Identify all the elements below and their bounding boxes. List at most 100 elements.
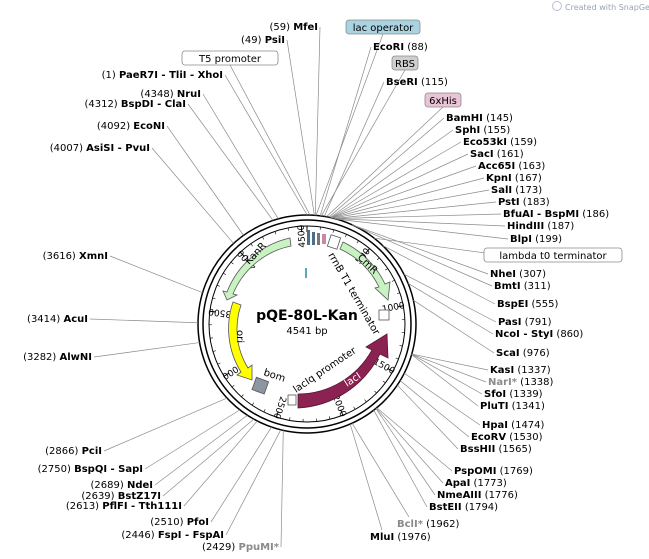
- ring-tick: [353, 406, 356, 410]
- leader-line: [330, 153, 469, 219]
- ring-tick: [231, 384, 235, 388]
- ring-tick: [356, 240, 359, 244]
- leader-line: [187, 103, 274, 221]
- leader-line: [351, 423, 410, 518]
- leader-line: [373, 409, 428, 508]
- t5-promoter-box: [181, 50, 279, 66]
- site-label-sali: SalI (173): [491, 185, 542, 196]
- ring-tick: [275, 411, 279, 418]
- site-label-bspei: BspEI (555): [497, 299, 558, 310]
- ring-tick: [241, 394, 244, 398]
- ring-tick: [364, 399, 367, 403]
- site-label-bseri: BseRI (115): [386, 77, 448, 88]
- leader-line: [314, 26, 321, 216]
- laci-arrow: [297, 333, 389, 409]
- leader-line: [336, 218, 509, 240]
- promoter-block-1: [307, 230, 310, 245]
- leader-line: [183, 420, 258, 507]
- lambda-t0-box: [483, 247, 623, 263]
- site-label-pasi: PasI (791): [498, 317, 552, 328]
- leader-line: [224, 74, 308, 216]
- leader-line: [210, 426, 272, 523]
- ring-tick: [391, 279, 395, 282]
- site-label-ppumi: (2429) PpuMI*: [202, 542, 280, 553]
- ring-tick: [365, 248, 370, 254]
- site-label-blpi: BlpI (199): [510, 234, 562, 245]
- ring-tick: [239, 251, 245, 257]
- ring-position-label: 4500: [297, 224, 308, 248]
- kanr-arrow: [222, 237, 292, 301]
- site-label-acui: (3414) AcuI: [27, 314, 88, 325]
- site-label-kpni: KpnI (167): [486, 173, 542, 184]
- site-label-psii: (49) PsiI: [241, 35, 285, 46]
- lambda-t0-label: lambda t0 terminator: [499, 251, 607, 262]
- leader-line: [334, 201, 497, 219]
- ring-tick: [399, 345, 403, 347]
- leader-line: [403, 273, 497, 323]
- site-label-asisi-pvui: (4007) AsiSI - PvuI: [50, 143, 150, 154]
- leader-line: [229, 64, 311, 216]
- site-label-xmni: (3616) XmnI: [43, 251, 108, 262]
- leader-line: [286, 39, 315, 216]
- site-label-pspomi: PspOMI (1769): [454, 466, 533, 477]
- lac-operator-bar: [305, 268, 307, 278]
- ring-tick: [397, 305, 404, 308]
- leader-line: [326, 106, 444, 218]
- cmr-arrow: [339, 241, 391, 301]
- site-label-kasi: KasI (1337): [490, 365, 551, 376]
- ring-tick: [274, 231, 277, 235]
- leader-line: [352, 224, 493, 287]
- site-label-ecorv: EcoRV (1530): [471, 432, 543, 443]
- leader-line: [328, 117, 445, 218]
- plasmid-size: 4541 bp: [286, 326, 327, 337]
- ring-tick: [332, 229, 335, 233]
- ring-tick: [395, 357, 399, 360]
- site-label-bmti: BmtI (311): [494, 281, 551, 292]
- site-label-hpai: HpaI (1474): [482, 420, 545, 431]
- ring-tick: [374, 390, 377, 394]
- site-label-hindiii: HindIII (187): [507, 221, 574, 232]
- ori-label: ori: [234, 330, 245, 343]
- leader-line: [399, 380, 470, 438]
- boxed-labels: lac operator T5 promoter RBS 6xHis lambda t0…: [181, 19, 623, 263]
- lac-operator-box: [345, 19, 421, 35]
- leader-line: [225, 429, 282, 536]
- site-label-ndei: (2689) NdeI: [91, 480, 153, 491]
- watermark-text: Created with SnapGene®: [565, 3, 649, 12]
- leader-line: [411, 353, 489, 371]
- leader-line: [319, 46, 372, 216]
- leader-line: [93, 342, 200, 358]
- ring-tick: [340, 409, 344, 416]
- ring-tick: [262, 236, 265, 240]
- site-label-econi: (4092) EcoNI: [97, 121, 165, 132]
- ring-tick: [217, 362, 221, 365]
- leader-line: [408, 283, 494, 335]
- site-label-pcii: (2866) PciI: [45, 446, 102, 457]
- t1-box: [326, 234, 342, 250]
- lac-operator-label: lac operator: [353, 23, 414, 34]
- site-label-bstz17i: (2639) BstZ17I: [81, 491, 161, 502]
- promoter-block-2: [312, 232, 315, 245]
- site-label-scai: ScaI (976): [496, 348, 550, 359]
- promoter-block-3: [317, 233, 320, 245]
- site-label-nmeaiii: NmeAIII (1776): [437, 490, 518, 501]
- snapgene-logo-icon: [552, 1, 562, 11]
- leader-line: [280, 430, 284, 548]
- lambda-t0-box: [378, 309, 390, 321]
- plasmid-name: pQE-80L-Kan: [256, 308, 358, 324]
- site-label-bfuai-bspmi: BfuAI - BspMI (186): [503, 209, 609, 220]
- rop-marker-box: [287, 394, 297, 406]
- ring-tick: [396, 292, 400, 294]
- rbs-box: [391, 55, 419, 71]
- ring-tick: [251, 402, 255, 406]
- site-label-pfoi: (2510) PfoI: [150, 517, 209, 528]
- ring-tick: [250, 243, 253, 247]
- ring-tick: [345, 234, 347, 238]
- site-label-bsshii: BssHII (1565): [460, 444, 532, 455]
- site-label-ncoi-styi: NcoI - StyI (860): [495, 329, 583, 340]
- site-label-ecori: EcoRI (88): [373, 42, 428, 53]
- site-label-paer7i-tlii-xhoi: (1) PaeR7I - TliI - XhoI: [102, 70, 223, 81]
- leader-line: [411, 353, 487, 383]
